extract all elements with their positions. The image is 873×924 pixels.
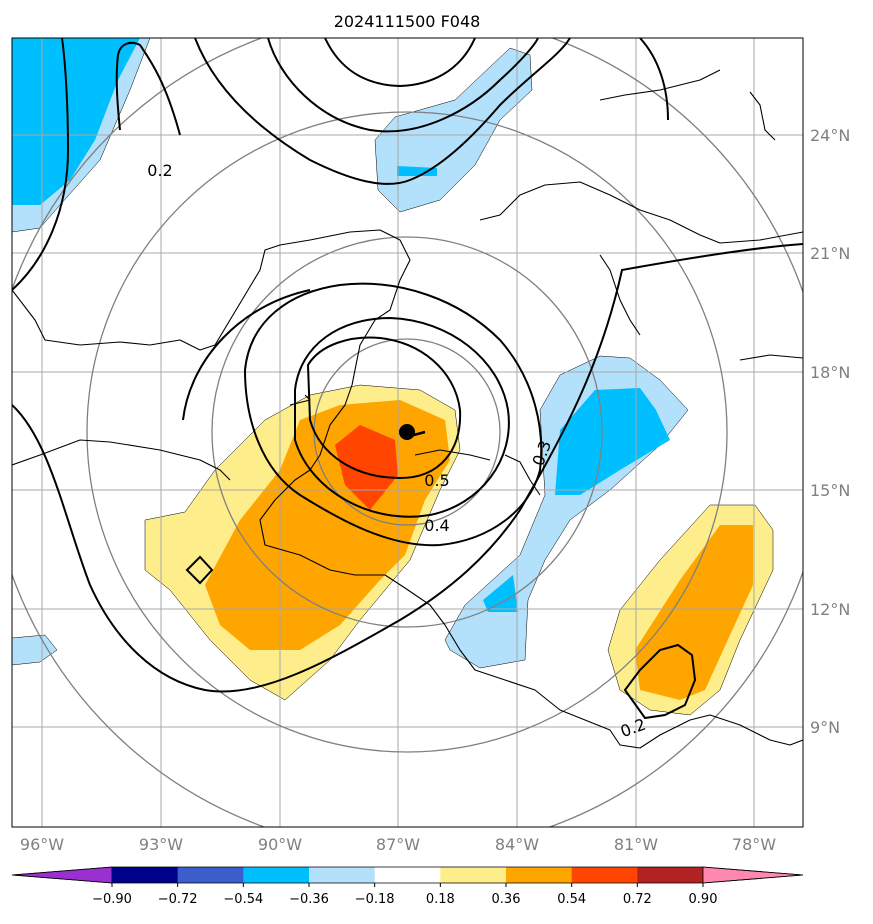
- lat-axis-labels: 24°N 21°N 18°N 15°N 12°N 9°N: [810, 126, 850, 737]
- graticule: [12, 38, 803, 827]
- colorbar-label: 0.90: [689, 892, 718, 907]
- lon-label: 87°W: [376, 835, 420, 854]
- colorbar-extension-high: [702, 866, 804, 884]
- shade-gulf-blue: [397, 166, 437, 176]
- shaded-fields: [12, 38, 774, 716]
- colorbar-bin: [637, 867, 704, 883]
- shade-nw-blue: [12, 38, 140, 205]
- lat-label: 12°N: [810, 600, 850, 619]
- lat-label: 18°N: [810, 363, 850, 382]
- shade-main-red: [335, 425, 398, 510]
- colorbar-label: 0.54: [557, 892, 586, 907]
- colorbar-bin: [506, 867, 573, 883]
- lon-label: 96°W: [20, 835, 64, 854]
- map-frame: [11, 37, 804, 828]
- contour-label-group: 0.2 0.5 0.4 0.3 0.2: [147, 161, 648, 741]
- colorbar-bin: [374, 867, 441, 883]
- contours: [12, 38, 803, 720]
- range-rings: [12, 38, 803, 827]
- lon-label: 81°W: [614, 835, 658, 854]
- colorbar-label: 0.72: [623, 892, 652, 907]
- colorbar-label: −0.90: [92, 892, 132, 907]
- colorbar-bin: [440, 867, 507, 883]
- map-area: 0.2 0.5 0.4 0.3 0.2: [12, 38, 803, 827]
- colorbar-label: −0.54: [223, 892, 263, 907]
- colorbar-bin: [243, 867, 310, 883]
- colorbar-bin: [309, 867, 376, 883]
- shade-se-orange: [635, 525, 753, 700]
- lat-label: 9°N: [810, 718, 840, 737]
- lon-label: 78°W: [732, 835, 776, 854]
- lon-label: 90°W: [258, 835, 302, 854]
- colorbar-label: 0.18: [426, 892, 455, 907]
- contour-label-nw: 0.2: [147, 161, 172, 180]
- colorbar-bin: [112, 867, 179, 883]
- shade-carib-blue: [555, 388, 670, 495]
- lon-axis-labels: 96°W 93°W 90°W 87°W 84°W 81°W 78°W: [20, 835, 776, 854]
- colorbar-bin: [177, 867, 244, 883]
- colorbar: −0.90 −0.72 −0.54 −0.36 −0.18 0.18 0.36 0.54 0.7…: [11, 866, 804, 907]
- lat-label: 24°N: [810, 126, 850, 145]
- lat-label: 15°N: [810, 481, 850, 500]
- colorbar-bin: [571, 867, 638, 883]
- colorbar-label: −0.36: [289, 892, 329, 907]
- colorbar-extension-low: [11, 866, 113, 884]
- lat-label: 21°N: [810, 244, 850, 263]
- contour-label-center-upper: 0.5: [424, 471, 449, 490]
- map-title: 2024111500 F048: [334, 12, 481, 31]
- colorbar-label: −0.18: [355, 892, 395, 907]
- colorbar-label: 0.36: [492, 892, 521, 907]
- colorbar-label: −0.72: [158, 892, 198, 907]
- contour-label-center-lower: 0.4: [424, 516, 449, 535]
- storm-center-marker: [399, 424, 426, 440]
- lon-label: 93°W: [139, 835, 183, 854]
- lon-label: 84°W: [495, 835, 539, 854]
- shade-carib-blue-small: [483, 575, 518, 612]
